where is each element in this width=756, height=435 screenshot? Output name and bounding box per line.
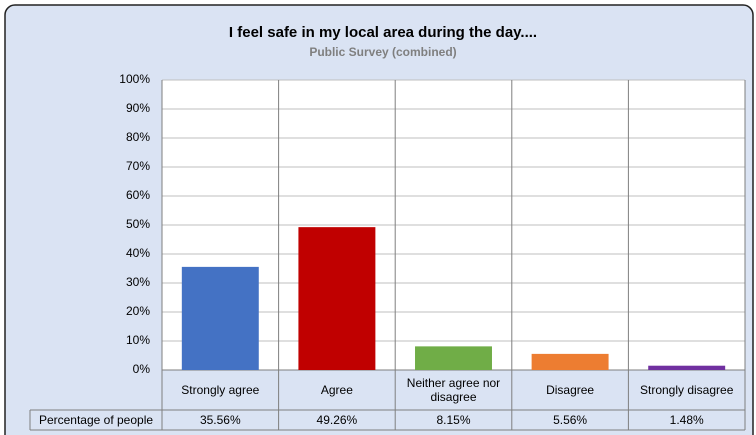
x-tick-label: Disagree [546,383,595,397]
x-tick-label-box: Neither agree nor disagree [406,376,501,404]
chart-subtitle: Public Survey (combined) [309,45,456,59]
data-table-value-box: 5.56% [553,413,588,427]
x-tick-label-box: Agree [320,383,353,397]
bar [298,227,376,370]
data-table-value: 49.26% [316,413,358,427]
y-tick-label: 60% [126,188,150,202]
x-tick-label-box: Strongly agree [181,383,260,397]
data-table-value: 8.15% [436,413,471,427]
data-table-value-box: 35.56% [199,413,241,427]
table-row-header-box: Percentage of people [38,413,154,427]
data-table-value-box: 8.15% [436,413,471,427]
data-table-value-box: 49.26% [316,413,358,427]
table-row-header: Percentage of people [38,413,154,427]
data-table-value: 1.48% [669,413,704,427]
y-tick-label: 20% [126,304,150,318]
y-tick-label: 80% [126,130,150,144]
y-tick-label: 100% [119,72,150,86]
bar [181,266,259,370]
y-tick-label: 0% [133,362,151,376]
data-table-value-box: 1.48% [669,413,704,427]
y-tick-label: 40% [126,246,150,260]
x-tick-label-box: Strongly disagree [639,383,734,397]
data-table-value: 5.56% [553,413,588,427]
bar [648,365,726,370]
x-tick-label: Strongly agree [181,383,260,397]
y-tick-label: 10% [126,333,150,347]
x-tick-label: Neither agree nor disagree [406,376,501,404]
data-table-value: 35.56% [199,413,241,427]
x-tick-label-box: Disagree [546,383,595,397]
y-tick-label: 90% [126,101,150,115]
bar [415,346,492,370]
bar [531,353,609,370]
y-tick-label: 30% [126,275,150,289]
chart-title: I feel safe in my local area during the … [229,24,537,41]
y-tick-label: 50% [126,217,150,231]
y-tick-label: 70% [126,159,150,173]
x-tick-label: Agree [320,383,353,397]
x-tick-label: Strongly disagree [639,383,734,397]
